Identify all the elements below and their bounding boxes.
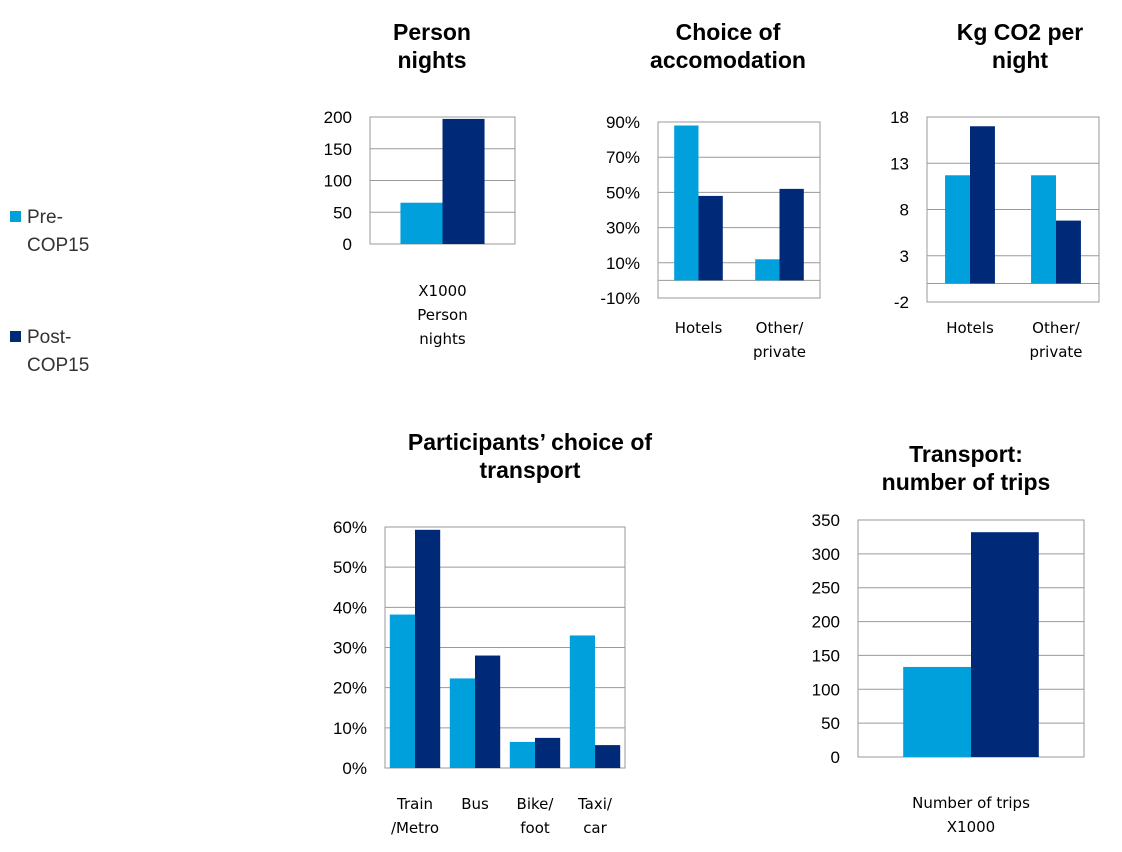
y-tick-label: 90% (606, 113, 640, 132)
y-tick-label: 70% (606, 148, 640, 167)
y-tick-label: 200 (324, 108, 352, 127)
y-tick-label: 100 (324, 172, 352, 191)
bar (509, 741, 535, 768)
y-tick-label: 20% (333, 679, 367, 698)
x-tick-label: Hotels (675, 319, 723, 337)
y-tick-label: -10% (600, 289, 640, 308)
bar (698, 195, 723, 281)
chart-title: Choice of accomodation (650, 19, 806, 73)
y-tick-label: 50 (821, 714, 840, 733)
y-tick-label: -2 (894, 293, 909, 312)
bar (903, 666, 971, 757)
y-tick-label: 0 (831, 748, 840, 767)
legend-label: Pre-COP15 (27, 207, 89, 256)
y-tick-label: 3 (900, 247, 909, 266)
legend-swatch (10, 331, 21, 342)
y-tick-label: 300 (812, 545, 840, 564)
x-tick-label: Number of trips X1000 (912, 794, 1030, 836)
chart-title: Participants’ choice of transport (408, 429, 652, 483)
x-tick-label: X1000 Person nights (417, 282, 467, 348)
y-tick-label: 30% (606, 219, 640, 238)
y-tick-label: 0% (342, 759, 367, 778)
y-tick-label: 150 (812, 646, 840, 665)
bar (535, 737, 561, 768)
x-tick-label: Taxi/car (577, 795, 613, 837)
bar (400, 202, 443, 244)
x-tick-label: Other/private (1029, 319, 1082, 361)
legend-label: Post-COP15 (27, 327, 89, 376)
chart-title: Person nights (393, 19, 471, 73)
y-tick-label: 10% (606, 254, 640, 273)
y-tick-label: 250 (812, 579, 840, 598)
x-tick-label: Bike/foot (517, 795, 555, 837)
y-tick-label: 13 (890, 154, 909, 173)
bar (779, 188, 804, 281)
bar (449, 678, 475, 768)
bar (595, 745, 621, 768)
x-tick-label: Bus (461, 795, 489, 813)
y-tick-label: 60% (333, 518, 367, 537)
bar (971, 532, 1039, 757)
bar (389, 614, 415, 768)
x-tick-label: Hotels (946, 319, 994, 337)
bar (674, 125, 699, 281)
bar (1056, 220, 1081, 284)
y-tick-label: 50% (333, 558, 367, 577)
bar (945, 175, 970, 284)
x-tick-label: Other/private (753, 319, 806, 361)
y-tick-label: 150 (324, 140, 352, 159)
y-tick-label: 100 (812, 680, 840, 699)
y-tick-label: 0 (343, 235, 352, 254)
bar (1031, 175, 1056, 284)
y-tick-label: 50% (606, 183, 640, 202)
bar (415, 529, 441, 768)
bar (569, 635, 595, 768)
y-tick-label: 40% (333, 598, 367, 617)
y-tick-label: 350 (812, 511, 840, 530)
y-tick-label: 200 (812, 613, 840, 632)
y-tick-label: 8 (900, 201, 909, 220)
bar (970, 126, 995, 284)
y-tick-label: 30% (333, 639, 367, 658)
y-tick-label: 10% (333, 719, 367, 738)
y-tick-label: 18 (890, 108, 909, 127)
legend-swatch (10, 211, 21, 222)
x-tick-label: Train/Metro (391, 795, 439, 837)
bar (442, 118, 485, 244)
chart-title: Kg CO2 per night (957, 19, 1084, 73)
bar (755, 259, 780, 281)
bar (475, 655, 501, 768)
chart-title: Transport: number of trips (882, 441, 1051, 495)
y-tick-label: 50 (333, 203, 352, 222)
